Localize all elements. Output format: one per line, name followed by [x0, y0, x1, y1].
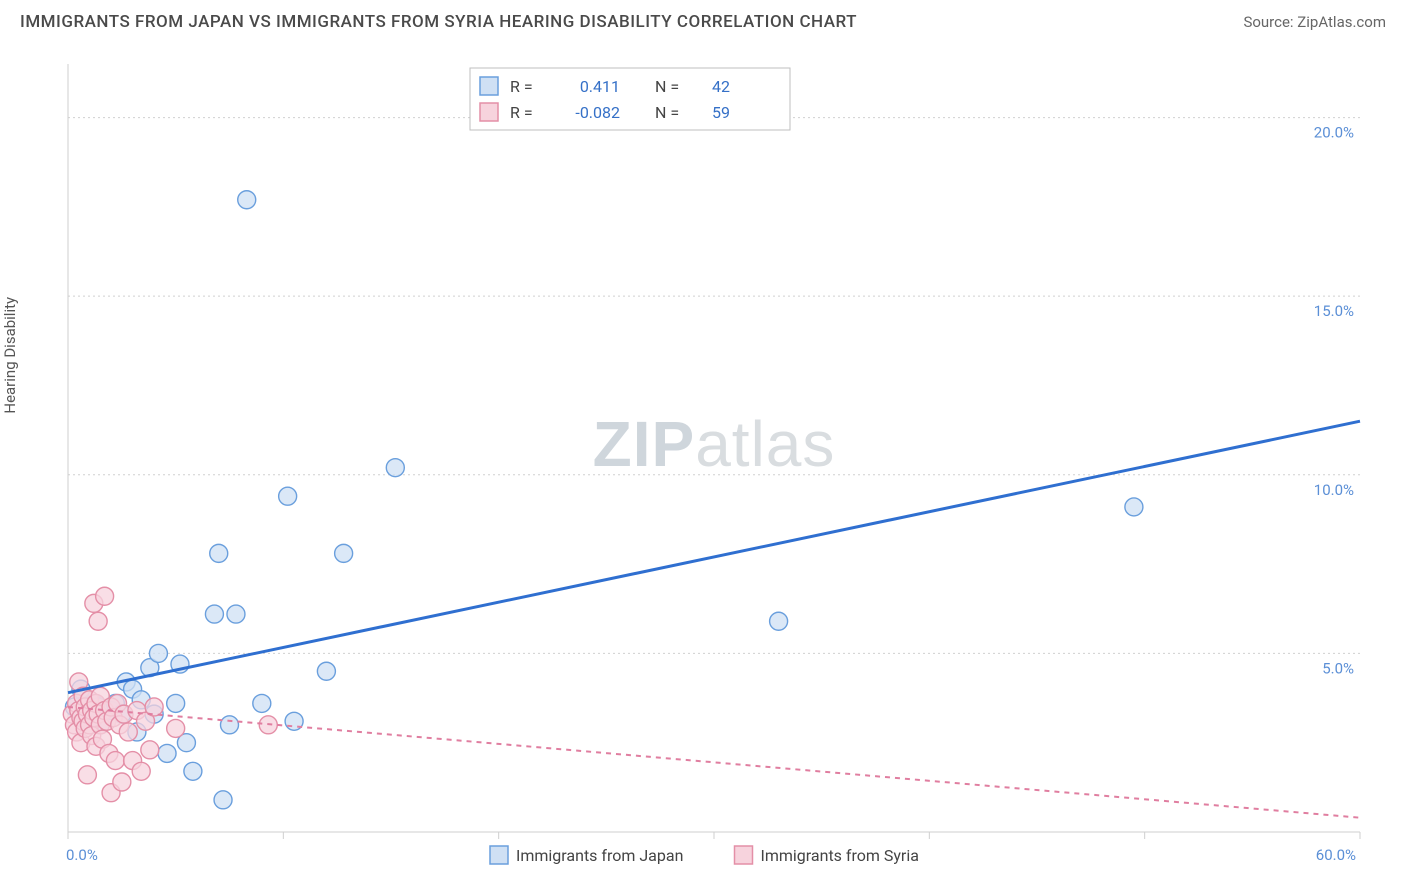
- y-tick-label: 5.0%: [1322, 659, 1354, 677]
- data-point: [132, 762, 150, 780]
- x-tick-label: 0.0%: [66, 846, 98, 864]
- data-point: [210, 544, 228, 562]
- data-point: [253, 694, 271, 712]
- data-point: [158, 744, 176, 762]
- data-point: [279, 487, 297, 505]
- data-point: [167, 719, 185, 737]
- data-point: [386, 459, 404, 477]
- legend-swatch: [735, 846, 753, 864]
- data-point: [89, 612, 107, 630]
- data-point: [113, 773, 131, 791]
- stats-r-label: R =: [510, 77, 533, 96]
- series-syria: [63, 587, 277, 801]
- y-tick-label: 10.0%: [1314, 481, 1354, 499]
- data-point: [1125, 498, 1143, 516]
- source-label: Source:: [1243, 13, 1293, 31]
- y-tick-label: 15.0%: [1314, 302, 1354, 320]
- watermark: ZIPatlas: [593, 408, 836, 480]
- data-point: [205, 605, 223, 623]
- trend-line-syria: [68, 707, 1360, 818]
- scatter-chart: 5.0% 10.0% 15.0% 20.0% 0.0% 60.0% ZIPatlas R = 0…: [20, 44, 1386, 882]
- data-point: [770, 612, 788, 630]
- stats-n-label: N =: [655, 77, 679, 96]
- stats-n-label: N =: [655, 103, 679, 122]
- stats-n-value: 42: [712, 77, 730, 96]
- stats-r-label: R =: [510, 103, 533, 122]
- data-point: [184, 762, 202, 780]
- chart-container: Hearing Disability 5.0%10.0%15.0%20.0%0.…: [20, 44, 1386, 882]
- x-tick-label: 60.0%: [1316, 846, 1356, 864]
- source-link[interactable]: ZipAtlas.com: [1297, 13, 1386, 31]
- chart-title: IMMIGRANTS FROM JAPAN VS IMMIGRANTS FROM…: [20, 12, 857, 32]
- data-point: [335, 544, 353, 562]
- legend-swatch: [490, 846, 508, 864]
- data-point: [119, 723, 137, 741]
- data-point: [96, 587, 114, 605]
- data-point: [221, 716, 239, 734]
- data-point: [214, 791, 232, 809]
- stats-swatch: [480, 77, 498, 95]
- y-axis-label: Hearing Disability: [1, 297, 19, 414]
- data-point: [78, 766, 96, 784]
- data-point: [238, 191, 256, 209]
- data-point: [106, 752, 124, 770]
- source-attribution: Source: ZipAtlas.com: [1243, 13, 1386, 31]
- data-point: [317, 662, 335, 680]
- legend-label: Immigrants from Syria: [761, 846, 919, 865]
- stats-n-value: 59: [712, 103, 730, 122]
- data-point: [227, 605, 245, 623]
- data-point: [167, 694, 185, 712]
- y-tick-label: 20.0%: [1314, 124, 1354, 142]
- legend-label: Immigrants from Japan: [516, 846, 683, 865]
- stats-r-value: -0.082: [575, 103, 620, 122]
- stats-r-value: 0.411: [580, 77, 620, 96]
- data-point: [149, 644, 167, 662]
- stats-swatch: [480, 103, 498, 121]
- data-point: [141, 741, 159, 759]
